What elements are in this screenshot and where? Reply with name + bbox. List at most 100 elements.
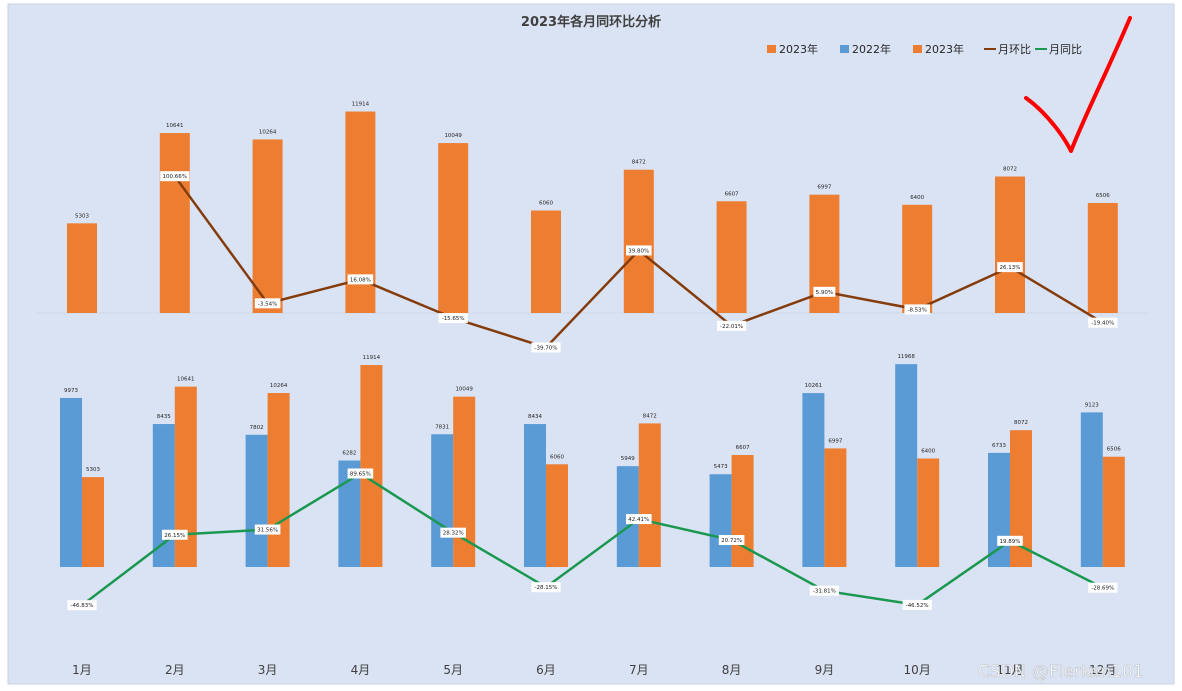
yoy-point-label: 42.41%	[628, 517, 649, 523]
mom-point-label: -15.65%	[442, 316, 465, 322]
mom-point-label: 39.80%	[628, 248, 649, 254]
bottom-bar-value-label: 6282	[342, 451, 356, 457]
top-bar-2023	[159, 133, 190, 313]
bottom-bar-2022	[152, 424, 175, 567]
month-label: 6月	[536, 663, 556, 677]
bottom-bar-value-label: 6506	[1107, 447, 1121, 453]
yoy-label-box	[162, 529, 188, 540]
top-bar-value-label: 6506	[1096, 193, 1110, 199]
top-bar-value-label: 6060	[539, 201, 553, 207]
month-label: 10月	[904, 663, 931, 677]
yoy-point-label: 26.15%	[164, 533, 185, 539]
bottom-line: -46.83% 26.15% 31.56% 89.65% 28.32% -28.15% 42…	[67, 468, 1118, 611]
top-bar-2023	[995, 176, 1025, 313]
legend-swatch	[840, 45, 849, 53]
bottom-bar-2023	[174, 386, 197, 567]
bottom-bar-2023	[1010, 430, 1032, 567]
mom-point-label: -3.54%	[258, 301, 277, 307]
legend: 2023年 2022年 2023年 月环比 月同比	[767, 42, 1082, 56]
mom-label-box	[626, 245, 652, 256]
legend-label: 2022年	[852, 42, 891, 56]
month-label: 12月	[1089, 663, 1116, 677]
bottom-bar-value-label: 5949	[621, 456, 635, 462]
bottom-bar-value-label: 10049	[455, 387, 473, 393]
bottom-bar-value-label: 6607	[736, 445, 750, 451]
bottom-bar-value-label: 6733	[992, 443, 1006, 449]
bottom-bar-value-label: 8072	[1014, 420, 1028, 426]
mom-label-box	[531, 342, 561, 353]
mom-label-box	[254, 298, 281, 309]
mom-label-box	[160, 171, 190, 182]
bottom-bar-2023	[453, 396, 476, 567]
mom-label-box	[717, 320, 747, 331]
bottom-bar-2023	[917, 458, 940, 567]
mom-point-label: 16.08%	[350, 277, 371, 283]
bottom-bar-value-label: 7802	[250, 425, 264, 431]
mom-label-box	[813, 286, 836, 297]
bottom-bar-value-label: 10261	[805, 383, 823, 389]
yoy-point-label: 19.89%	[1000, 539, 1021, 545]
bottom-bar-2023	[82, 477, 104, 567]
bottom-bar-2022	[338, 460, 361, 567]
top-bar-2023	[67, 223, 97, 313]
top-bar-value-label: 8472	[632, 160, 646, 166]
yoy-label-box	[718, 535, 745, 546]
bottom-bar-value-label: 10641	[177, 377, 195, 383]
bottom-bar-value-label: 5303	[86, 467, 100, 473]
yoy-label-box	[1088, 582, 1118, 593]
yoy-label-box	[347, 468, 374, 479]
bottom-bar-2022	[1080, 412, 1103, 567]
bottom-bar-2022	[245, 434, 268, 567]
top-bar-value-label: 6400	[910, 195, 924, 201]
bottom-bar-value-label: 10264	[270, 383, 288, 389]
mom-point-label: -8.53%	[907, 307, 926, 313]
chart-background	[7, 3, 1175, 685]
month-label: 11月	[996, 663, 1023, 677]
yoy-point-label: 28.32%	[443, 531, 464, 537]
bottom-bar-2023	[360, 365, 383, 567]
bottom-bar-2023	[546, 464, 568, 567]
month-label: 1月	[72, 663, 92, 677]
mom-label-box	[997, 262, 1023, 273]
yoy-point-label: 20.72%	[721, 538, 742, 544]
chart-title: 2023年各月同环比分析	[521, 14, 661, 30]
bottom-bar-value-label: 9123	[1085, 402, 1099, 408]
yoy-point-label: -28.69%	[1091, 586, 1114, 592]
top-bar-2023	[623, 169, 654, 313]
bottom-bar-value-label: 8472	[643, 413, 657, 419]
top-bar-value-label: 6607	[725, 191, 739, 197]
yoy-label-box	[626, 514, 652, 525]
top-bar-2023	[438, 143, 469, 313]
bottom-bar-value-label: 6400	[921, 449, 935, 455]
bottom-bar-value-label: 11914	[363, 355, 381, 361]
watermark: CSDN @Flerken101	[978, 662, 1144, 682]
legend-swatch	[913, 45, 922, 53]
yoy-label-box	[997, 535, 1023, 546]
mom-label-box	[1088, 317, 1118, 328]
mom-point-label: 100.66%	[163, 174, 187, 180]
yoy-line	[81, 472, 1104, 607]
bottom-bar-2022	[802, 393, 825, 567]
bottom-bar-2022	[431, 434, 454, 567]
yoy-point-label: -31.81%	[813, 589, 836, 595]
top-bar-2023	[716, 201, 747, 313]
top-bar-value-label: 8072	[1003, 167, 1017, 173]
top-bar-value-label: 10264	[259, 129, 277, 135]
top-line: 100.66% -3.54% 16.08% -15.65% -39.70% 39.80% -…	[160, 171, 1118, 353]
bottom-bar-2023	[824, 448, 847, 567]
top-bar-value-label: 11914	[352, 102, 370, 108]
mom-point-label: 5.90%	[816, 290, 833, 296]
month-label: 9月	[815, 663, 835, 677]
yoy-label-box	[440, 527, 466, 538]
top-bar-value-label: 5303	[75, 213, 89, 219]
checkmark-annotation	[1024, 16, 1132, 153]
month-label: 3月	[258, 663, 278, 677]
top-bar-2023	[252, 139, 283, 313]
yoy-label-box	[531, 582, 561, 593]
month-label: 8月	[722, 663, 742, 677]
legend-label: 月环比	[998, 43, 1031, 56]
month-label: 7月	[629, 663, 649, 677]
bottom-bar-value-label: 8434	[528, 414, 542, 420]
yoy-label-box	[902, 599, 932, 610]
